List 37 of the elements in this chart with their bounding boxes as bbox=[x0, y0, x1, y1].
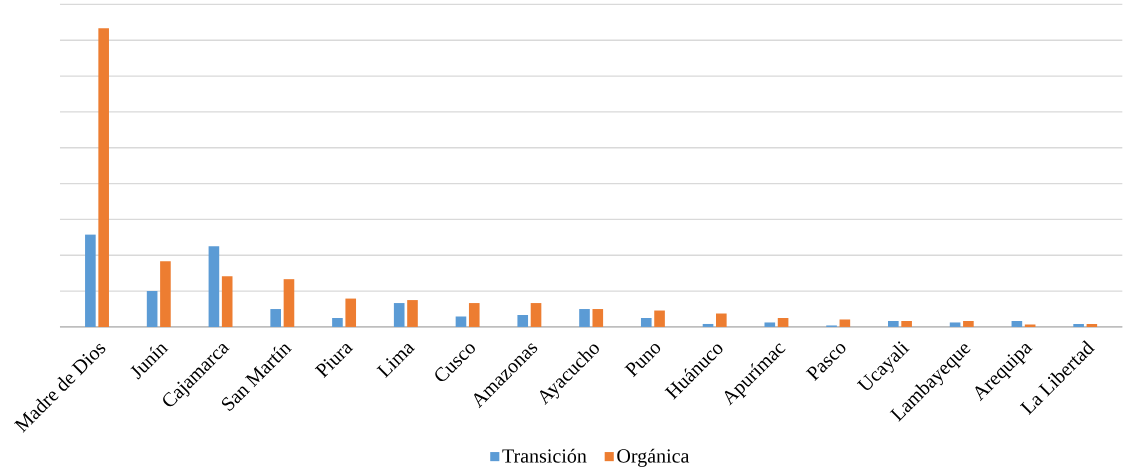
bar bbox=[963, 321, 974, 327]
bar bbox=[702, 324, 714, 327]
bar bbox=[455, 316, 467, 327]
bar bbox=[146, 291, 158, 327]
bar bbox=[777, 318, 789, 327]
bar bbox=[1086, 324, 1098, 327]
bar bbox=[530, 303, 542, 327]
x-tick-label: Lima bbox=[376, 344, 416, 379]
bar bbox=[839, 319, 851, 327]
legend-label: Orgánica bbox=[617, 448, 690, 467]
bar bbox=[160, 261, 171, 327]
bar bbox=[283, 279, 295, 327]
x-tick-label: Puno bbox=[624, 344, 661, 378]
bar bbox=[716, 313, 727, 327]
x-tick-label: Piura bbox=[314, 344, 354, 379]
bar bbox=[517, 315, 529, 327]
bar bbox=[901, 321, 912, 327]
bar bbox=[888, 321, 899, 327]
bar bbox=[407, 300, 418, 327]
bar bbox=[592, 309, 604, 327]
bar bbox=[468, 303, 480, 327]
bar bbox=[98, 28, 109, 327]
bar bbox=[1011, 321, 1023, 327]
bar bbox=[345, 298, 357, 327]
bar bbox=[332, 318, 343, 327]
bar bbox=[221, 276, 233, 327]
bar bbox=[1073, 324, 1084, 327]
bar bbox=[654, 310, 665, 327]
bar bbox=[764, 322, 776, 327]
bar bbox=[949, 322, 961, 327]
bar bbox=[85, 234, 96, 327]
bar bbox=[640, 318, 652, 327]
bar bbox=[393, 303, 405, 327]
bar bbox=[579, 309, 590, 327]
legend-label: Transición bbox=[502, 448, 587, 463]
bar bbox=[270, 309, 281, 327]
bar bbox=[208, 246, 220, 327]
